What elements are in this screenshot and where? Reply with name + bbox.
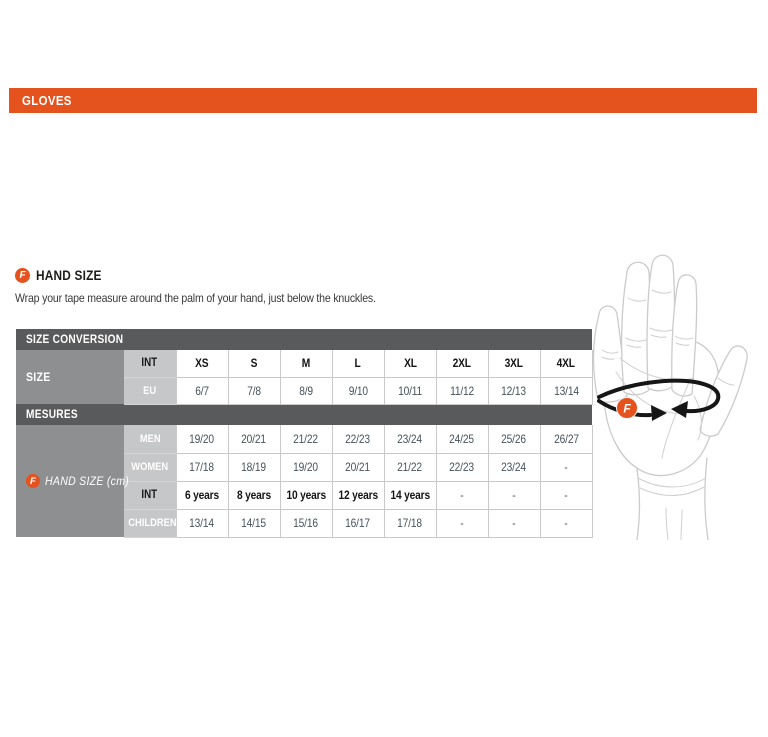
table-cell: XS	[175, 350, 229, 378]
hand-size-cm-label: HAND SIZE (cm)	[45, 474, 130, 488]
gloves-section-header: GLOVES	[9, 88, 757, 113]
table-cell: 12/13	[487, 377, 541, 405]
svg-text:F: F	[623, 402, 631, 416]
table-cell: 10/11	[383, 377, 437, 405]
hand-size-description: Wrap your tape measure around the palm o…	[15, 291, 376, 305]
table-cell: -	[487, 509, 541, 538]
table-cell: -	[539, 509, 593, 538]
table-cell: 13/14	[539, 377, 593, 405]
hand-size-title: HAND SIZE	[36, 268, 102, 283]
sublabel-children: CHILDREN	[124, 509, 177, 538]
hand-outline	[592, 254, 748, 540]
hand-size-row-label: F HAND SIZE (cm)	[16, 425, 129, 537]
sublabel-women: WOMEN	[124, 453, 176, 482]
table-cell: 15/16	[279, 509, 333, 538]
sublabel-men: MEN	[124, 425, 176, 454]
table-cell: XL	[383, 350, 437, 378]
table-cell: -	[539, 481, 593, 510]
table-cell: 6 years	[175, 481, 229, 510]
table-cell: 20/21	[227, 425, 281, 454]
hand-size-cm-badge-icon: F	[26, 474, 40, 488]
size-row-label: SIZE	[16, 350, 124, 404]
table-cell: -	[487, 481, 541, 510]
table-cell: 7/8	[227, 377, 281, 405]
hand-size-heading: F HAND SIZE	[15, 268, 111, 283]
table-cell: 8 years	[227, 481, 281, 510]
table-cell: -	[435, 509, 489, 538]
table-cell: 26/27	[539, 425, 593, 454]
table-cell: 10 years	[279, 481, 333, 510]
hand-illustration: F	[592, 254, 748, 540]
hand-size-f-badge-icon: F	[15, 268, 30, 283]
table-cell: 23/24	[487, 453, 541, 482]
table-cell: 19/20	[279, 453, 333, 482]
table-cell: 22/23	[435, 453, 489, 482]
hand-measure-f-badge: F	[616, 397, 638, 419]
hand-crease-lines	[601, 289, 735, 540]
sublabel-int-years: INT	[124, 481, 176, 510]
table-cell: 11/12	[435, 377, 489, 405]
table-cell: 24/25	[435, 425, 489, 454]
table-cell: 9/10	[331, 377, 385, 405]
table-row: SIZE CONVERSION	[16, 329, 593, 350]
table-row: CHILDREN 13/14 14/15 15/16 16/17 17/18 -…	[16, 509, 593, 538]
mesures-band: MESURES	[16, 404, 593, 425]
table-cell: 21/22	[383, 453, 437, 482]
table-row: EU 6/7 7/8 8/9 9/10 10/11 11/12 12/13 13…	[16, 377, 593, 405]
table-cell: M	[279, 350, 333, 378]
table-cell: 20/21	[331, 453, 385, 482]
table-cell: 23/24	[383, 425, 437, 454]
size-conversion-band: SIZE CONVERSION	[16, 329, 593, 350]
table-cell: L	[331, 350, 385, 378]
table-row: SIZE INT XS S M L XL 2XL 3XL 4XL	[16, 350, 593, 404]
table-cell: 13/14	[175, 509, 229, 538]
table-row: MESURES	[16, 404, 593, 425]
gloves-section-title: GLOVES	[22, 93, 72, 108]
sublabel-eu: EU	[124, 377, 176, 405]
table-cell: 14/15	[227, 509, 281, 538]
table-cell: 18/19	[227, 453, 281, 482]
table-cell: 16/17	[331, 509, 385, 538]
table-cell: 2XL	[435, 350, 489, 378]
table-cell: -	[539, 453, 593, 482]
table-cell: 25/26	[487, 425, 541, 454]
table-cell: 14 years	[383, 481, 437, 510]
table-cell: 6/7	[175, 377, 229, 405]
table-cell: 17/18	[175, 453, 229, 482]
table-cell: 12 years	[331, 481, 385, 510]
size-conversion-table: SIZE CONVERSION SIZE INT XS S M L XL 2XL…	[16, 329, 593, 538]
table-cell: S	[227, 350, 281, 378]
table-cell: 8/9	[279, 377, 333, 405]
table-row: F HAND SIZE (cm) MEN 19/20 20/21 21/22 2…	[16, 425, 593, 537]
table-cell: 22/23	[331, 425, 385, 454]
table-cell: -	[435, 481, 489, 510]
table-cell: 3XL	[487, 350, 541, 378]
sublabel-int: INT	[124, 350, 176, 378]
table-cell: 17/18	[383, 509, 437, 538]
table-cell: 4XL	[539, 350, 593, 378]
table-row: WOMEN 17/18 18/19 19/20 20/21 21/22 22/2…	[16, 453, 593, 482]
table-row: INT 6 years 8 years 10 years 12 years 14…	[16, 481, 593, 510]
table-cell: 21/22	[279, 425, 333, 454]
table-cell: 19/20	[175, 425, 229, 454]
